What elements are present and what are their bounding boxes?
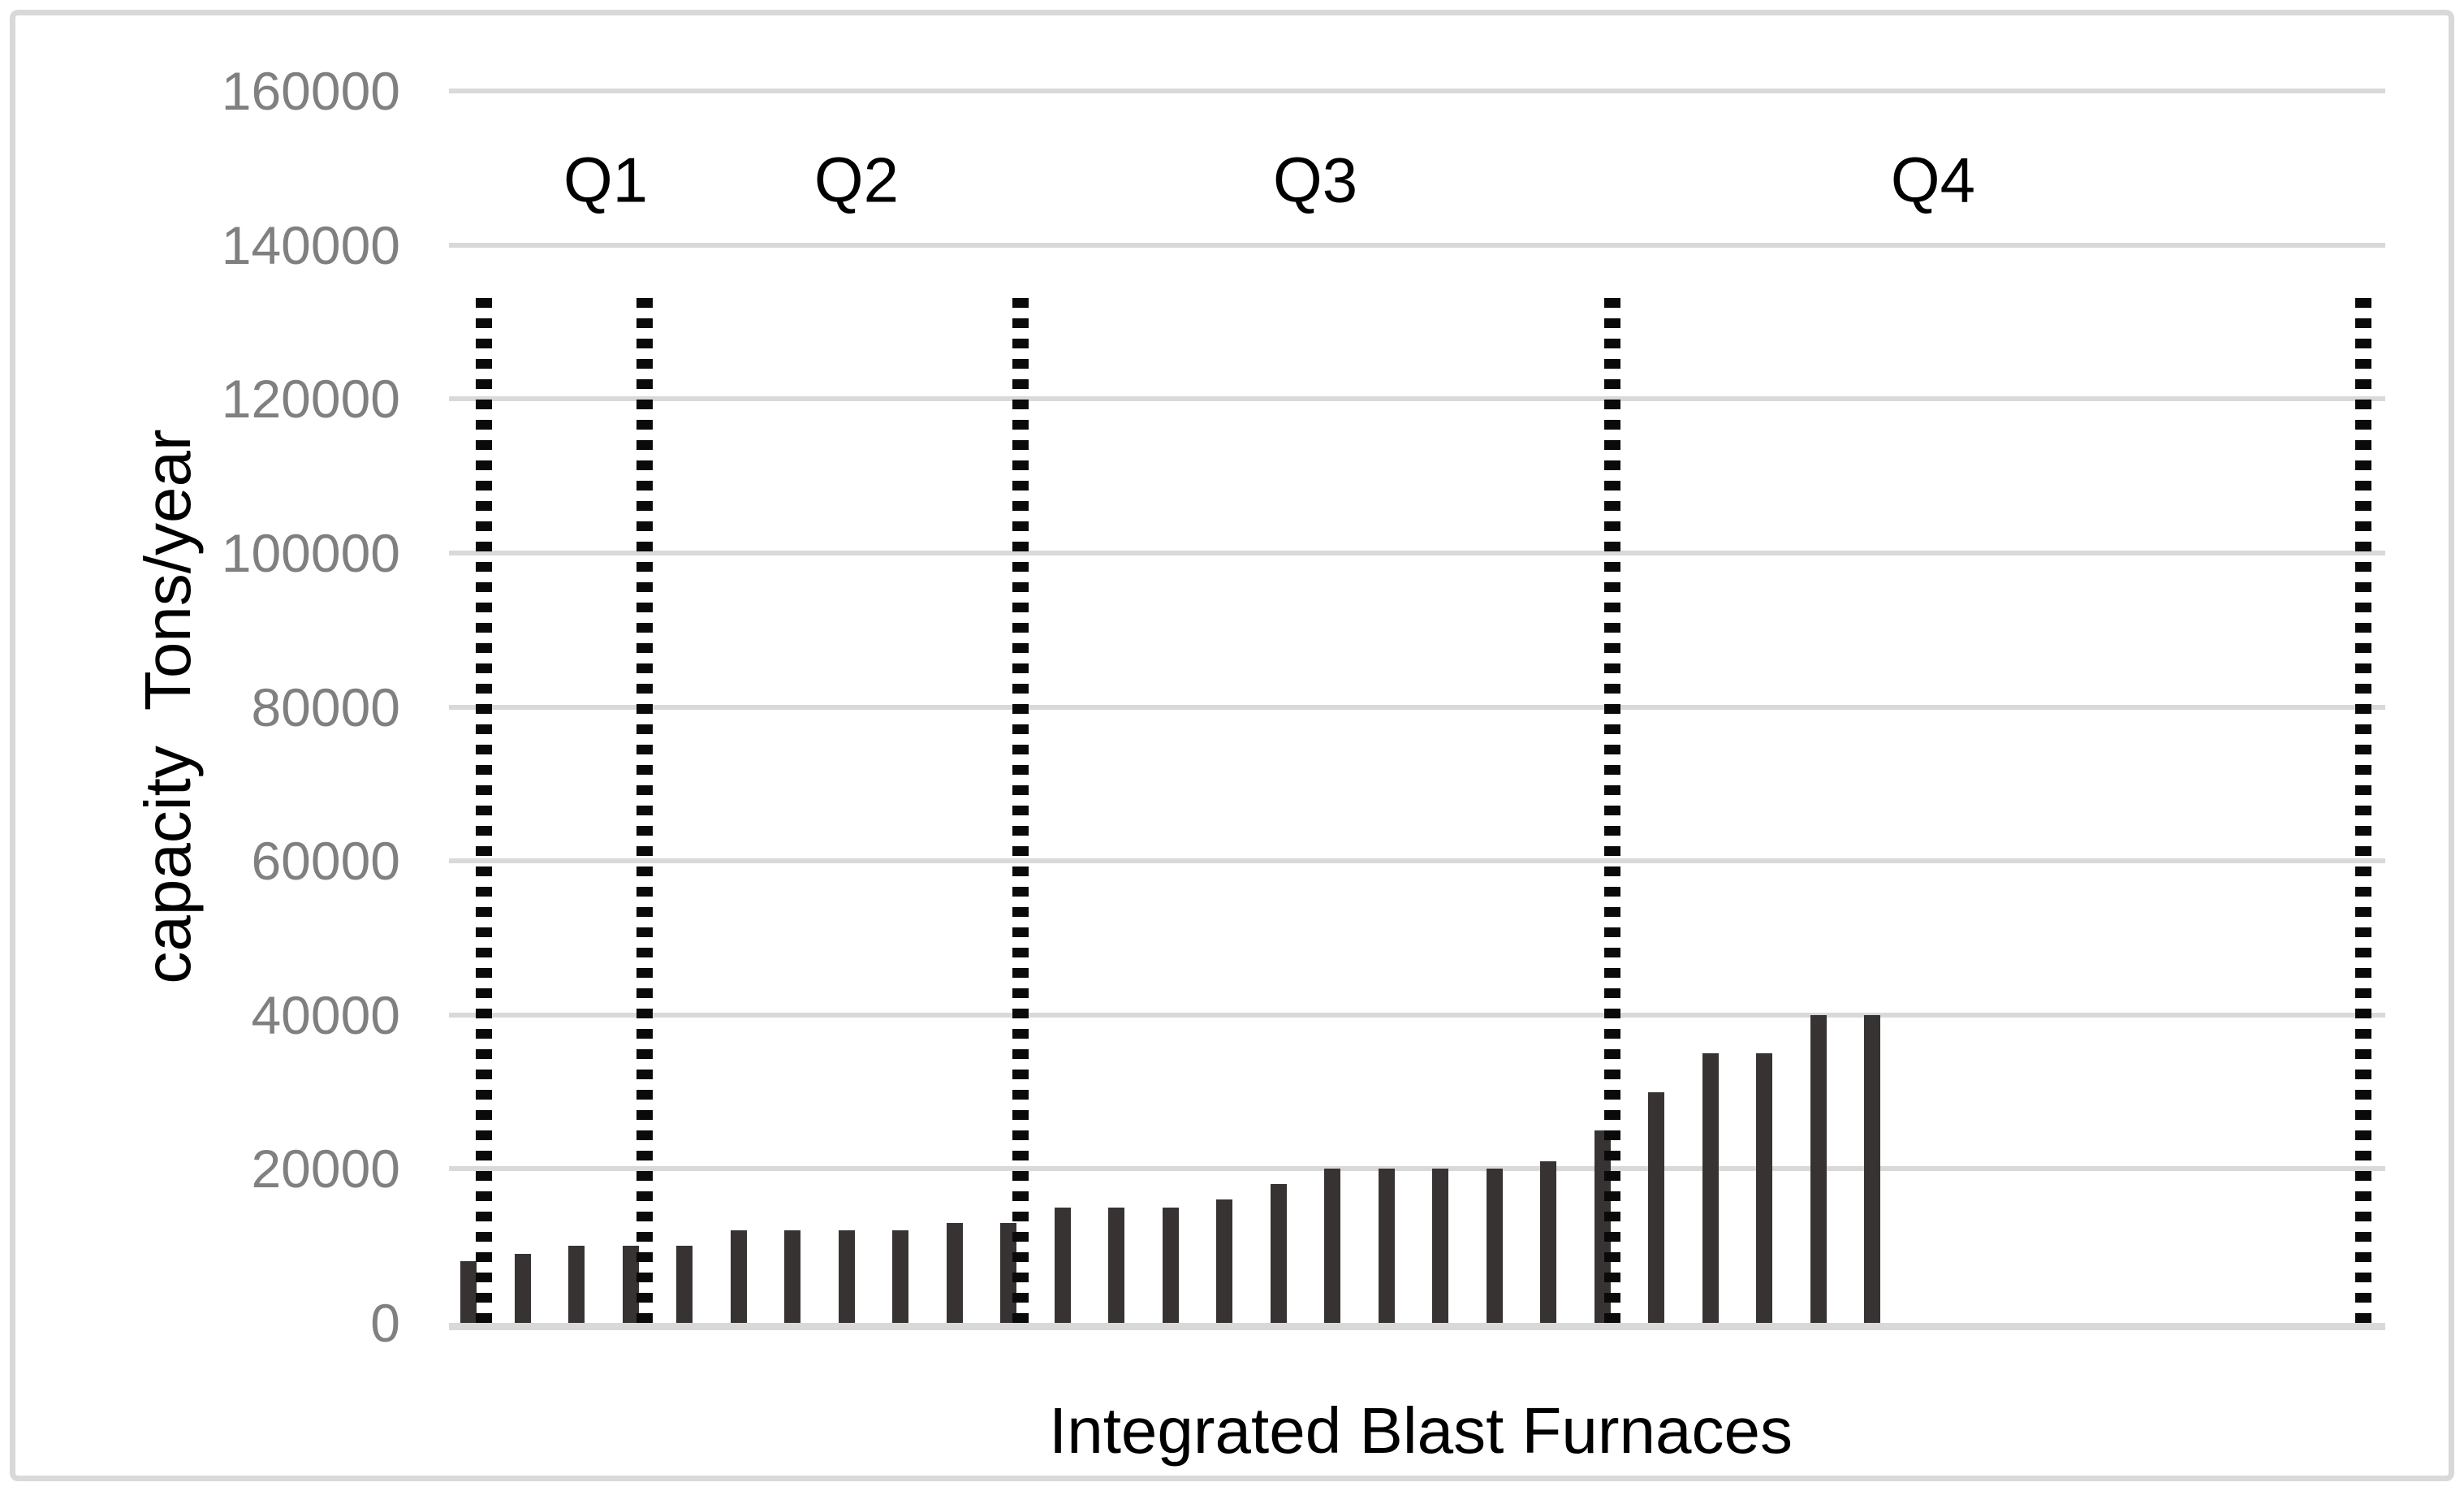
figure-border (10, 10, 2454, 1481)
y-tick-label-160000: 160000 (221, 61, 400, 121)
quarter-label-q4: Q4 (1890, 144, 1975, 216)
bar-18 (1378, 1169, 1395, 1323)
gridline-140000 (449, 242, 2385, 248)
y-tick-label-80000: 80000 (251, 676, 400, 737)
quarter-separator-4 (1603, 291, 1620, 1323)
quarter-separator-5 (2354, 291, 2371, 1323)
bar-26 (1810, 1014, 1827, 1323)
gridline-20000 (449, 1166, 2385, 1172)
bar-17 (1324, 1169, 1340, 1323)
y-tick-label-0: 0 (370, 1293, 400, 1353)
bar-14 (1162, 1207, 1179, 1323)
bar-23 (1648, 1091, 1664, 1323)
bar-16 (1270, 1184, 1287, 1323)
y-tick-label-120000: 120000 (221, 369, 400, 430)
bar-24 (1702, 1053, 1719, 1323)
quarter-separator-1 (475, 291, 492, 1323)
quarter-separator-2 (636, 291, 653, 1323)
bar-5 (676, 1246, 693, 1323)
bar-1 (460, 1261, 477, 1323)
y-tick-label-140000: 140000 (221, 214, 400, 275)
bar-27 (1864, 1014, 1880, 1323)
gridline-100000 (449, 550, 2385, 555)
gridline-40000 (449, 1012, 2385, 1018)
bar-9 (892, 1230, 908, 1323)
y-axis-title: capacity Tons/year (132, 429, 204, 984)
bar-3 (568, 1246, 585, 1323)
bar-4 (622, 1246, 639, 1323)
bar-15 (1216, 1199, 1232, 1323)
gridline-80000 (449, 704, 2385, 710)
gridline-60000 (449, 858, 2385, 864)
bar-12 (1054, 1207, 1071, 1323)
y-tick-label-20000: 20000 (251, 1139, 400, 1199)
bar-21 (1540, 1160, 1556, 1323)
bar-25 (1756, 1053, 1772, 1323)
bar-19 (1432, 1169, 1448, 1323)
y-tick-label-60000: 60000 (251, 831, 400, 892)
bar-13 (1108, 1207, 1124, 1323)
bar-2 (514, 1253, 531, 1323)
gridline-120000 (449, 396, 2385, 402)
bar-6 (730, 1230, 747, 1323)
gridline-0 (449, 1323, 2385, 1330)
quarter-label-q2: Q2 (813, 144, 899, 216)
bar-10 (946, 1222, 963, 1323)
quarter-separator-3 (1012, 291, 1029, 1323)
gridline-160000 (449, 89, 2385, 93)
bar-7 (784, 1230, 800, 1323)
quarter-label-q1: Q1 (563, 144, 649, 216)
y-tick-label-40000: 40000 (251, 984, 400, 1045)
x-axis-title: Integrated Blast Furnaces (1048, 1394, 1793, 1467)
bar-20 (1486, 1169, 1503, 1323)
y-tick-label-100000: 100000 (221, 522, 400, 583)
quarter-label-q3: Q3 (1273, 144, 1358, 216)
bar-8 (838, 1230, 855, 1323)
